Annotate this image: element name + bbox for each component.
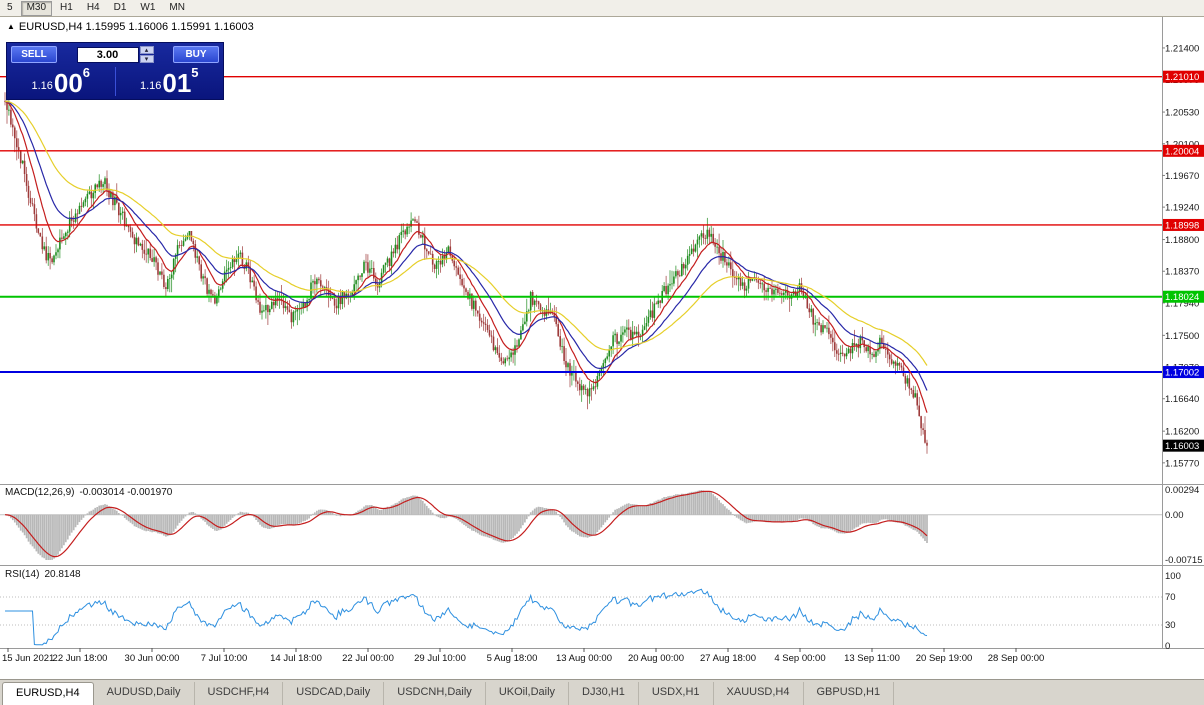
- chart-tab-usdcnh[interactable]: USDCNH,Daily: [384, 682, 486, 705]
- svg-text:1.21010: 1.21010: [1165, 72, 1199, 83]
- timeframe-toolbar: 5 M30 H1 H4 D1 W1 MN: [0, 0, 1204, 17]
- macd-panel[interactable]: 0.00294 0.00 -0.00715: [0, 485, 1203, 566]
- buy-button[interactable]: BUY: [173, 46, 219, 63]
- svg-text:28 Sep 00:00: 28 Sep 00:00: [988, 653, 1045, 664]
- buy-price-big: 01: [162, 68, 192, 98]
- collapse-quote-icon[interactable]: ▲: [7, 22, 15, 31]
- timeframe-button-mn[interactable]: MN: [163, 1, 191, 16]
- svg-text:1.20100: 1.20100: [1165, 139, 1199, 150]
- svg-text:1.18370: 1.18370: [1165, 267, 1199, 278]
- buy-price-prefix: 1.16: [139, 80, 162, 92]
- chart-tab-audusd[interactable]: AUDUSD,Daily: [94, 682, 195, 705]
- buy-price[interactable]: 1.16 01 5: [116, 64, 224, 99]
- svg-text:20 Aug 00:00: 20 Aug 00:00: [628, 653, 684, 664]
- lot-decrease-button[interactable]: ▾: [139, 55, 154, 63]
- panel-separators: [0, 17, 1204, 649]
- svg-text:22 Jul 00:00: 22 Jul 00:00: [342, 653, 394, 664]
- svg-text:30: 30: [1165, 620, 1176, 631]
- svg-text:0.00294: 0.00294: [1165, 485, 1199, 496]
- svg-text:0.00: 0.00: [1165, 510, 1184, 521]
- chart-tab-xauusd[interactable]: XAUUSD,H4: [714, 682, 804, 705]
- svg-text:1.20004: 1.20004: [1165, 146, 1199, 157]
- svg-text:14 Jul 18:00: 14 Jul 18:00: [270, 653, 322, 664]
- svg-text:30 Jun 00:00: 30 Jun 00:00: [125, 653, 180, 664]
- svg-text:-0.00715: -0.00715: [1165, 555, 1203, 566]
- svg-text:1.19240: 1.19240: [1165, 203, 1199, 214]
- timeframe-button-5[interactable]: 5: [1, 1, 19, 16]
- timeframe-button-w1[interactable]: W1: [134, 1, 161, 16]
- svg-text:15 Jun 2021: 15 Jun 2021: [2, 653, 54, 664]
- sell-button[interactable]: SELL: [11, 46, 57, 63]
- buy-price-pip: 5: [191, 65, 199, 80]
- timeframe-button-h1[interactable]: H1: [54, 1, 79, 16]
- svg-text:5 Aug 18:00: 5 Aug 18:00: [487, 653, 538, 664]
- chart-tabs-bar: EURUSD,H4 AUDUSD,Daily USDCHF,H4 USDCAD,Dai…: [0, 679, 1204, 705]
- macd-name: MACD(12,26,9): [5, 487, 75, 498]
- svg-text:1.17940: 1.17940: [1165, 298, 1199, 309]
- svg-text:1.16003: 1.16003: [1165, 441, 1199, 452]
- one-click-trading-panel: SELL ▴ ▾ BUY 1.16 00 6 1.16 01 5: [6, 42, 224, 100]
- svg-text:70: 70: [1165, 592, 1176, 603]
- sell-price-pip: 6: [82, 65, 91, 80]
- svg-text:1.19670: 1.19670: [1165, 171, 1199, 182]
- macd-label: MACD(12,26,9) -0.003014 -0.001970: [5, 487, 172, 498]
- rsi-value: 20.8148: [44, 569, 81, 580]
- quote-text: EURUSD,H4 1.15995 1.16006 1.15991 1.1600…: [18, 21, 254, 33]
- svg-text:1.16200: 1.16200: [1165, 427, 1199, 438]
- sell-price[interactable]: 1.16 00 6: [7, 64, 115, 99]
- chart-tab-ukoil[interactable]: UKOil,Daily: [486, 682, 570, 705]
- svg-text:1.15770: 1.15770: [1165, 458, 1199, 469]
- chart-area[interactable]: 1.214001.209701.205301.201001.196701.192…: [0, 0, 1204, 678]
- chart-tab-dj30[interactable]: DJ30,H1: [569, 682, 639, 705]
- svg-text:13 Aug 00:00: 13 Aug 00:00: [556, 653, 612, 664]
- sell-price-big: 00: [53, 68, 83, 98]
- svg-text:4 Sep 00:00: 4 Sep 00:00: [774, 653, 825, 664]
- svg-text:1.17500: 1.17500: [1165, 331, 1199, 342]
- svg-text:1.20530: 1.20530: [1165, 108, 1199, 119]
- svg-text:1.18998: 1.18998: [1165, 220, 1199, 231]
- sell-price-prefix: 1.16: [31, 80, 53, 92]
- rsi-label: RSI(14) 20.8148: [5, 569, 81, 580]
- macd-values: -0.003014 -0.001970: [79, 487, 173, 498]
- svg-text:100: 100: [1165, 571, 1181, 582]
- quote-line: ▲ EURUSD,H4 1.15995 1.16006 1.15991 1.160…: [7, 21, 254, 33]
- svg-text:1.16640: 1.16640: [1165, 394, 1199, 405]
- horizontal-level-lines: [0, 75, 1162, 374]
- svg-text:0: 0: [1165, 641, 1170, 652]
- chart-tab-eurusd[interactable]: EURUSD,H4: [2, 682, 94, 705]
- moving-averages: [4, 100, 928, 413]
- price-axis[interactable]: 1.214001.209701.205301.201001.196701.192…: [1162, 43, 1199, 469]
- timeframe-button-d1[interactable]: D1: [108, 1, 133, 16]
- chart-tab-usdchf[interactable]: USDCHF,H4: [195, 682, 284, 705]
- svg-text:13 Sep 11:00: 13 Sep 11:00: [844, 653, 900, 664]
- price-divider: [114, 67, 116, 96]
- svg-text:20 Sep 19:00: 20 Sep 19:00: [916, 653, 973, 664]
- svg-text:22 Jun 18:00: 22 Jun 18:00: [53, 653, 108, 664]
- svg-text:27 Aug 18:00: 27 Aug 18:00: [700, 653, 756, 664]
- price-line-labels: 1.21010 1.20004 1.18998 1.18024 1.17002 1.160…: [1163, 70, 1204, 452]
- chart-tab-usdcad[interactable]: USDCAD,Daily: [283, 682, 385, 705]
- rsi-name: RSI(14): [5, 569, 40, 580]
- svg-text:1.18024: 1.18024: [1165, 292, 1199, 303]
- svg-text:29 Jul 10:00: 29 Jul 10:00: [414, 653, 466, 664]
- timeframe-button-h4[interactable]: H4: [81, 1, 106, 16]
- svg-text:7 Jul 10:00: 7 Jul 10:00: [201, 653, 247, 664]
- rsi-panel[interactable]: 100 70 30 0: [0, 571, 1181, 652]
- lot-size-input[interactable]: [76, 46, 139, 63]
- svg-text:1.18800: 1.18800: [1165, 235, 1199, 246]
- chart-tab-gbpusd[interactable]: GBPUSD,H1: [804, 682, 895, 705]
- chart-tab-usdx[interactable]: USDX,H1: [639, 682, 714, 705]
- lot-increase-button[interactable]: ▴: [139, 46, 154, 54]
- timeframe-button-m30[interactable]: M30: [20, 0, 53, 16]
- svg-text:1.17002: 1.17002: [1165, 368, 1199, 379]
- svg-text:1.21400: 1.21400: [1165, 43, 1199, 54]
- candlestick-series[interactable]: [4, 92, 928, 454]
